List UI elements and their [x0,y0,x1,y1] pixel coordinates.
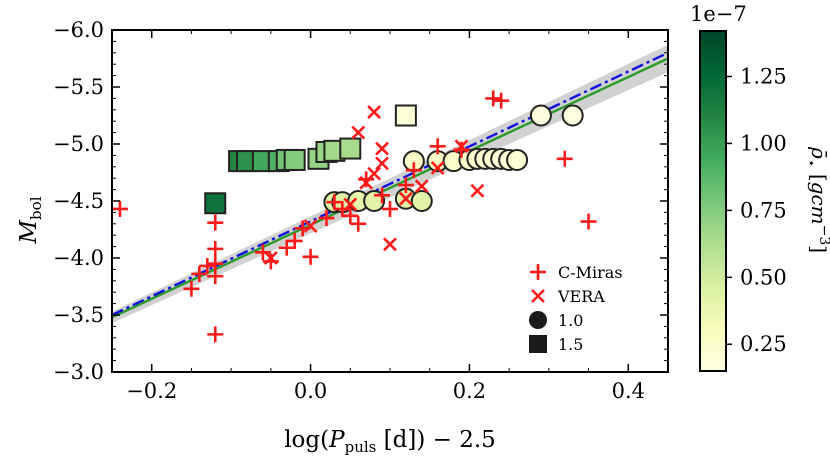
c-mira-point [358,171,375,188]
vera-point [414,179,429,194]
circle-point [410,190,433,212]
c-mira-point [302,248,319,265]
colorbar-tick-label: 1.25 [740,65,787,89]
legend-label: 1.0 [558,311,583,330]
x-tick-label: 0.2 [453,379,486,403]
legend-entry: C-Miras [530,263,623,282]
y-tick-label: −3.5 [53,303,104,327]
colorbar-tick-label: 0.25 [740,332,787,356]
legend-x-icon [531,289,545,303]
c-mira-point [405,162,422,179]
y-tick-label: −5.0 [53,132,104,156]
c-mira-point [580,213,597,230]
x-axis: −0.2 0.0 0.2 0.4 [111,30,669,403]
legend-entry: 1.0 [529,311,583,330]
vera-point [375,156,389,171]
legend-circle-icon [529,311,547,329]
vera-point [303,219,318,233]
c-mira-point [429,138,446,155]
points-layer [112,90,597,343]
vera-point [470,183,485,198]
c-mira-point [493,92,510,109]
c-mira-point [183,280,200,297]
y-axis-label: Mbol [16,196,45,244]
vera-point [375,141,389,156]
y-tick-label: −6.0 [53,18,104,42]
c-mira-point [556,150,573,167]
legend-label: VERA [557,287,605,306]
fit-line-dashdot [112,51,668,317]
colorbar-tick-label: 0.50 [740,265,787,289]
colorbar: 0.25 0.50 0.75 1.00 1.25 1e−7 ρ̄⋆ [gcm−3] [690,2,830,372]
c-mira-point [382,200,398,217]
legend-square-icon [529,335,547,353]
c-mira-point [191,265,208,282]
colorbar-tick-label: 0.75 [740,198,787,222]
c-mira-point [207,214,224,231]
c-mira-point [326,194,343,211]
y-tick-label: −4.0 [53,246,104,270]
c-mira-point [199,257,216,274]
legend: C-Miras VERA 1.0 1.5 [529,263,623,354]
vera-point [263,251,278,265]
vera-point [343,197,358,212]
y-tick-label: −5.5 [53,75,104,99]
y-tick-label: −4.5 [53,189,104,213]
c-mira-point [278,239,295,256]
vera-point [398,191,413,206]
legend-entry: VERA [531,287,605,306]
colorbar-exponent: 1e−7 [690,2,747,26]
c-mira-point [334,200,351,217]
vera-point [367,105,382,119]
legend-label: 1.5 [558,335,583,354]
c-mira-point [112,200,128,217]
y-axis: −6.0 −5.5 −5.0 −4.5 −4.0 −3.5 −3.0 [53,18,668,384]
c-mira-point [262,253,279,270]
c-mira-point [254,244,271,261]
vera-point [383,237,397,252]
x-tick-label: 0.4 [612,379,645,403]
circle-point [561,104,584,127]
colorbar-tick-label: 1.00 [740,131,787,155]
vera-point [454,139,469,154]
x-tick-label: 0.0 [294,379,327,403]
c-mira-point [342,207,359,224]
circle-point [529,104,552,127]
colorbar-bar [699,30,727,372]
x-axis-label: log(Ppuls [d]) − 2.5 [284,427,496,456]
c-mira-point [374,187,391,204]
vera-point [430,161,445,175]
c-mira-point [397,177,414,194]
y-tick-label: −3.0 [53,360,104,384]
square-point [339,137,362,160]
c-mira-point [350,215,367,232]
square-point [394,104,417,127]
c-mira-point [207,255,224,272]
vera-point [367,166,382,181]
x-tick-label: −0.2 [126,379,177,403]
legend-plus-icon [530,264,546,280]
c-mira-point [453,141,470,158]
circle-point [506,148,529,171]
c-mira-point [207,240,224,257]
plot-area: C-Miras VERA 1.0 1.5 −0.2 0.0 0.2 0.4 −6.0 −5.5… [53,18,669,403]
legend-label: C-Miras [558,263,623,282]
legend-entry: 1.5 [529,335,583,354]
c-mira-point [207,326,224,343]
vera-point [351,125,366,140]
c-mira-point [286,232,303,249]
colorbar-ticks: 0.25 0.50 0.75 1.00 1.25 [726,65,787,356]
colorbar-label: ρ̄⋆ [gcm−3] [803,146,830,253]
c-mira-point [485,90,502,107]
c-mira-point [318,210,335,227]
square-point [283,148,306,171]
square-point [204,192,227,215]
